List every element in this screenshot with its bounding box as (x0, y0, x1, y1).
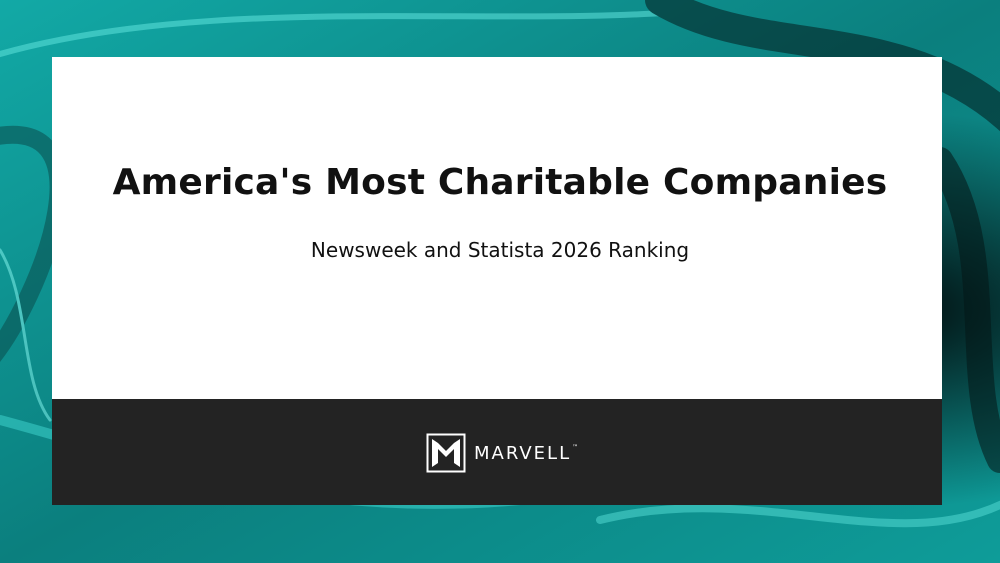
card (52, 57, 942, 399)
logo-trademark: ™ (572, 443, 579, 451)
title: America's Most Charitable Companies (112, 162, 888, 203)
footer (52, 399, 942, 505)
logo-icon (426, 433, 466, 473)
subtitle: Newsweek and Statista 2026 Ranking (310, 238, 690, 262)
logo-text: MARVELL (474, 442, 572, 464)
logo: MARVELL ™ (426, 433, 578, 473)
